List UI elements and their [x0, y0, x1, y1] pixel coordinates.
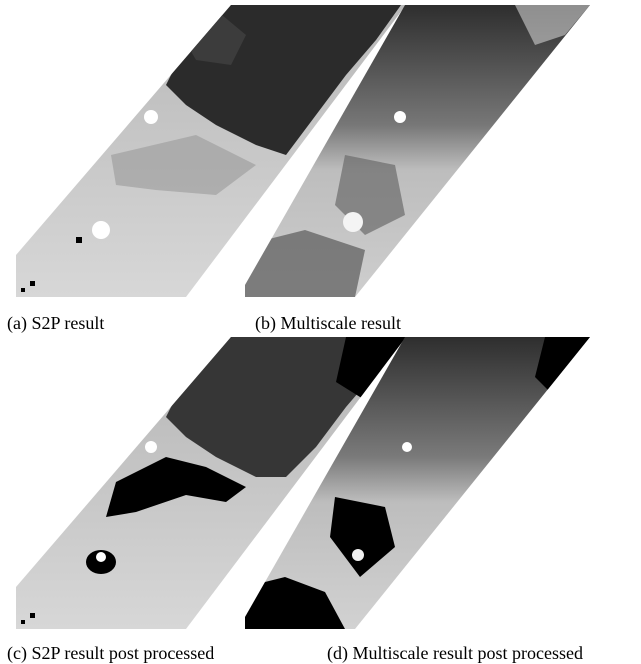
caption-c: (c) S2P result post processed: [7, 643, 215, 663]
panel-b-image: [245, 5, 641, 305]
panel-d-image: [245, 337, 641, 637]
caption-d: (d) Multiscale result post processed: [327, 643, 583, 663]
caption-a: (a) S2P result: [7, 313, 105, 333]
caption-b: (b) Multiscale result: [255, 313, 401, 333]
